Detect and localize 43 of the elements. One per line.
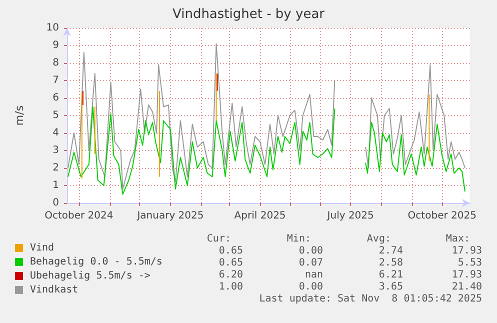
text: Last update: Sat Nov 8 01:05:42 2025	[259, 294, 482, 304]
text: 3.65	[378, 282, 403, 292]
text: 17.93	[452, 270, 482, 280]
y-tick-label: 2	[52, 162, 59, 174]
y-tick-label: 1	[52, 180, 59, 191]
text: Cur:	[206, 234, 231, 244]
y-tick-label: 10	[46, 22, 59, 34]
text: 0.07	[298, 258, 323, 268]
text: 6.20	[218, 270, 243, 280]
y-tick-label: 4	[52, 128, 59, 138]
y-tick-label: 8	[52, 58, 59, 68]
text: 1.00	[218, 282, 243, 292]
text: 0.00	[298, 246, 323, 256]
legend-label: Vind	[30, 242, 54, 254]
x-tick-label: October 2025	[408, 210, 476, 222]
x-tick-label: October 2024	[44, 210, 114, 222]
text: 21.40	[452, 282, 482, 292]
x-tick-label: January 2025	[136, 210, 204, 222]
y-tick-label: 5	[52, 110, 59, 121]
text: 0.65	[218, 258, 243, 268]
legend-label: Vindkast	[30, 284, 78, 296]
x-tick-label: July 2025	[326, 210, 374, 222]
legend-label: Ubehagelig 5.5m/s ->	[30, 270, 150, 282]
x-tick-label: April 2025	[234, 210, 286, 222]
y-tick-label: 7	[52, 75, 59, 86]
chart-title: Vindhastighet - by year	[172, 7, 326, 22]
text: 6.21	[378, 270, 403, 280]
y-axis-title: m/s	[13, 105, 26, 126]
text: 2.74	[378, 246, 403, 256]
text: 5.53	[458, 258, 482, 268]
y-tick-label: 6	[52, 92, 59, 104]
text: Min:	[286, 234, 311, 244]
text: 2.58	[378, 258, 403, 268]
y-tick-label: 0	[52, 198, 59, 208]
y-tick-label: 9	[52, 40, 59, 51]
y-tick-label: 3	[52, 145, 59, 156]
text: nan	[304, 270, 323, 280]
text: Max:	[446, 234, 470, 244]
legend-label: Behagelig 0.0 - 5.5m/s	[30, 256, 162, 268]
text: Avg:	[366, 234, 391, 244]
text: 0.65	[218, 246, 243, 256]
text: 0.00	[298, 282, 323, 292]
text: 17.93	[452, 246, 482, 256]
